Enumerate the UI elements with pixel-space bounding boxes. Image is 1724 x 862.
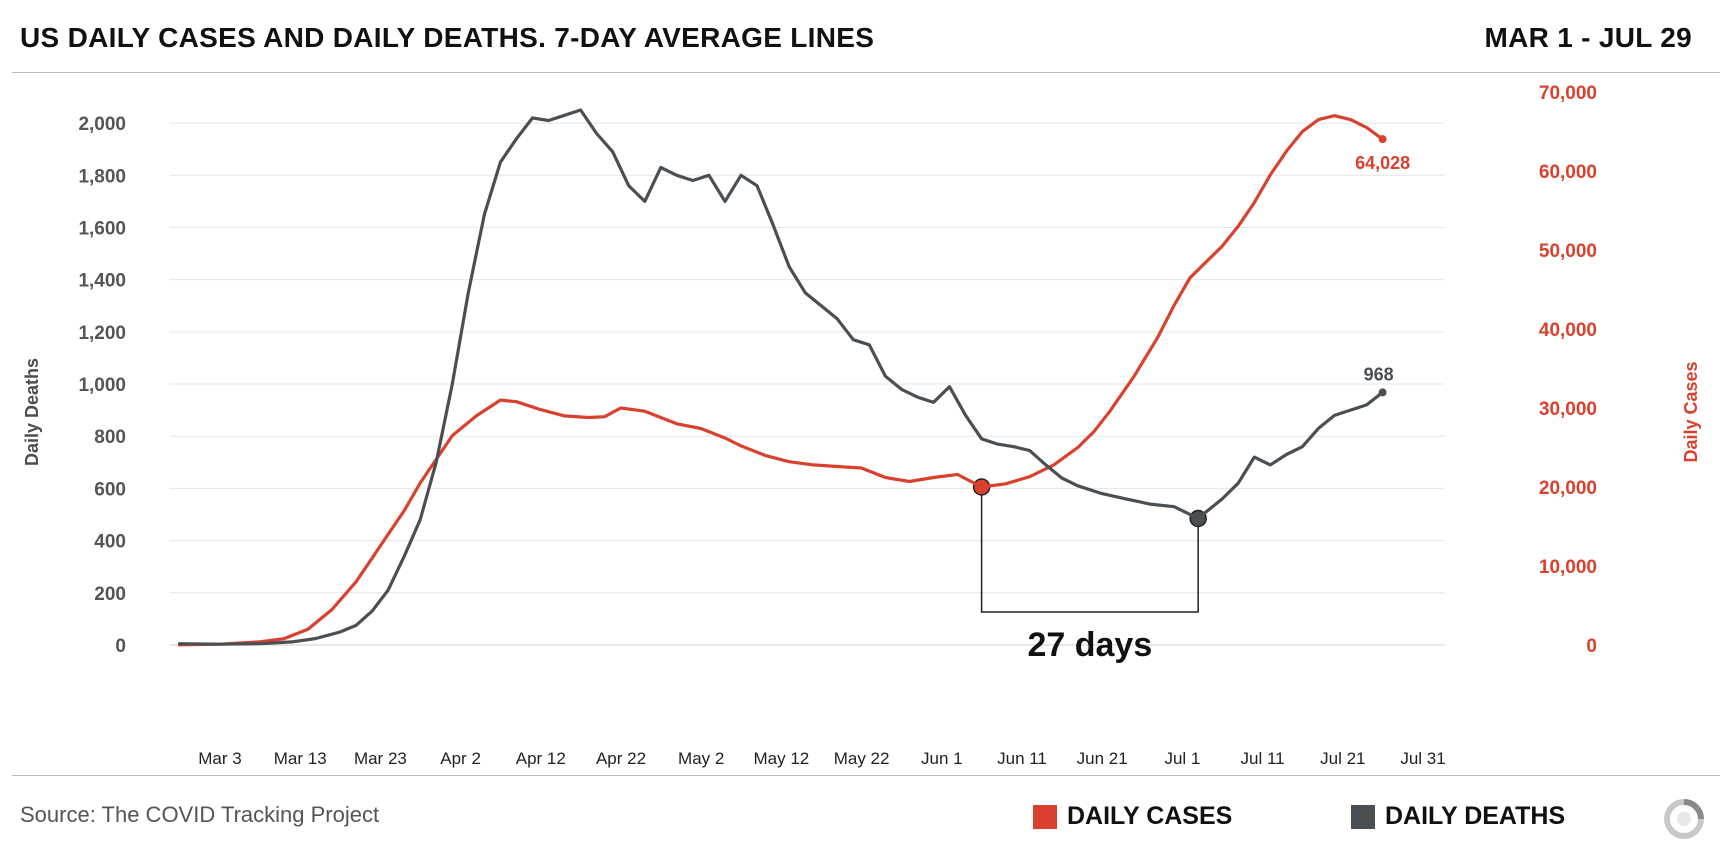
x-tick-label: Mar 23 [354, 749, 407, 768]
series-lines: 64,028 968 [178, 108, 1410, 647]
legend-label-deaths: DAILY DEATHS [1385, 802, 1566, 830]
left-tick-label: 2,000 [78, 114, 126, 135]
x-tick-label: Jun 11 [997, 749, 1047, 768]
x-tick-label: Apr 2 [440, 749, 481, 768]
right-tick-label: 10,000 [1539, 557, 1597, 578]
x-tick-label: Jul 31 [1400, 749, 1445, 768]
x-tick-label: May 2 [678, 749, 724, 768]
left-tick-label: 1,400 [78, 271, 126, 292]
left-tick-label: 1,200 [78, 323, 126, 344]
deaths-end-point [1378, 388, 1387, 397]
left-tick-label: 1,000 [78, 375, 126, 396]
left-tick-label: 400 [94, 532, 126, 553]
right-tick-label: 50,000 [1539, 241, 1597, 262]
left-tick-label: 600 [94, 479, 126, 500]
right-tick-label: 20,000 [1539, 478, 1597, 499]
left-tick-label: 1,600 [78, 218, 126, 239]
right-tick-label: 60,000 [1539, 162, 1597, 183]
cases-line [178, 114, 1385, 647]
legend-item-daily-deaths: DAILY DEATHS [1351, 802, 1565, 831]
cases-end-point [1378, 135, 1387, 144]
x-tick-label: Jun 21 [1077, 749, 1128, 768]
right-axis-label: Daily Cases [1681, 361, 1701, 462]
source-note: Source: The COVID Tracking Project [20, 802, 380, 827]
left-tick-label: 800 [94, 427, 126, 448]
right-tick-label: 0 [1586, 636, 1597, 657]
legend-swatch-cases [1033, 804, 1057, 829]
x-axis-ticks: Mar 3 Mar 13 Mar 23 Apr 2 Apr 12 Apr 22 May 2 M… [198, 749, 1445, 768]
legend-label-cases: DAILY CASES [1067, 802, 1233, 830]
x-tick-label: Jul 11 [1241, 749, 1285, 768]
deaths-end-label: 968 [1364, 364, 1394, 384]
x-tick-label: Jul 1 [1164, 749, 1200, 768]
left-tick-label: 200 [94, 584, 126, 605]
x-tick-label: Mar 13 [274, 749, 327, 768]
x-tick-label: May 12 [754, 749, 810, 768]
x-tick-label: Jun 1 [921, 749, 963, 768]
lag-label: 27 days [1027, 626, 1152, 664]
left-axis-label: Daily Deaths [22, 358, 42, 466]
left-axis-ticks: 0 200 400 600 800 1,000 1,200 1,400 1,600 1,800 2,… [78, 114, 126, 657]
x-tick-label: Mar 3 [198, 749, 241, 768]
date-range: MAR 1 - JUL 29 [1484, 22, 1692, 53]
right-axis-ticks: 0 10,000 20,000 30,000 40,000 50,000 60,000 70,… [1539, 83, 1597, 657]
x-tick-label: May 22 [834, 749, 890, 768]
right-tick-label: 30,000 [1539, 399, 1597, 420]
deaths-line [178, 108, 1385, 646]
legend-item-daily-cases: DAILY CASES [1033, 802, 1232, 831]
covid-tracking-project-logo-icon [1664, 799, 1704, 839]
lag-annotation: 27 days [972, 478, 1207, 664]
x-tick-label: Apr 12 [516, 749, 566, 768]
x-tick-label: Apr 22 [596, 749, 646, 768]
header-divider [12, 72, 1720, 73]
footer-divider [12, 775, 1720, 776]
chart-title: US DAILY CASES AND DAILY DEATHS. 7-DAY A… [20, 22, 875, 53]
left-tick-label: 0 [115, 636, 126, 657]
left-tick-label: 1,800 [78, 166, 126, 187]
right-tick-label: 70,000 [1539, 83, 1597, 104]
x-tick-label: Jul 21 [1320, 749, 1365, 768]
right-tick-label: 40,000 [1539, 320, 1597, 341]
lag-bracket [980, 487, 1199, 613]
cases-end-label: 64,028 [1355, 153, 1410, 173]
chart-canvas: 0 200 400 600 800 1,000 1,200 1,400 1,600 1,800 2,… [22, 83, 1701, 768]
legend-swatch-deaths [1351, 804, 1375, 829]
